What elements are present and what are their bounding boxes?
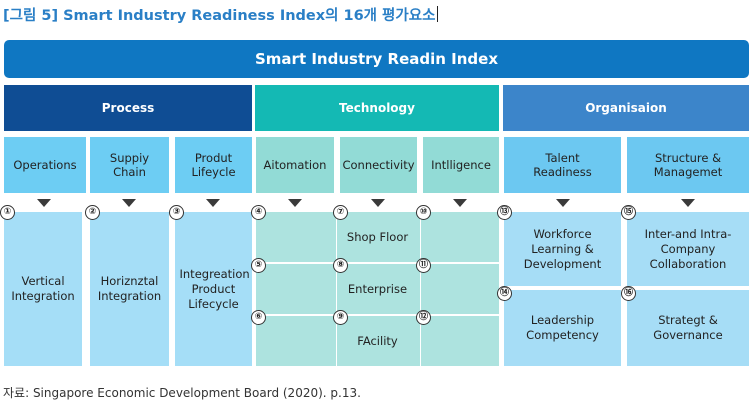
number-marker-9: ⑨	[333, 310, 348, 325]
dimension-horizontal-integration: Horiznztal Integration	[90, 212, 169, 366]
number-marker-15: ⑮	[621, 205, 636, 220]
number-marker-14: ⑭	[497, 286, 512, 301]
number-marker-2: ②	[85, 205, 100, 220]
subcategory-supply-chain: Suppiy Chain	[90, 137, 169, 193]
down-arrow-icon	[681, 199, 695, 207]
category-process: Process	[4, 85, 252, 131]
number-marker-12: ⑫	[416, 310, 431, 325]
number-marker-6: ⑥	[251, 310, 266, 325]
subcategory-product-lifecycle: Produt Lifeycle	[175, 137, 252, 193]
subcategory-connectivity: Connectivity	[340, 137, 417, 193]
dimension-facility: FAcility	[357, 333, 398, 348]
dimension-strategy-governance: Strategt & Governance	[627, 290, 749, 366]
number-marker-5: ⑤	[251, 258, 266, 273]
text-cursor	[437, 6, 439, 22]
index-title-bar: Smart Industry Readin Index	[4, 40, 749, 78]
down-arrow-icon	[556, 199, 570, 207]
figure-caption: [그림 5] Smart Industry Readiness Index의 1…	[3, 4, 439, 25]
technology-dimension-grid	[256, 212, 499, 366]
dimension-inter-intra-company: Inter-and Intra-Company Collaboration	[627, 212, 749, 286]
down-arrow-icon	[453, 199, 467, 207]
dimension-enterprise: Enterprise	[347, 281, 408, 296]
dimension-vertical-integration: Vertical Integration	[4, 212, 82, 366]
dimension-leadership-competency: Leadership Competency	[504, 290, 621, 366]
down-arrow-icon	[206, 199, 220, 207]
category-technology: Technology	[255, 85, 499, 131]
number-marker-3: ③	[169, 205, 184, 220]
source-note: 자료: Singapore Economic Development Board…	[3, 386, 361, 400]
subcategory-intelligence: Intlligence	[423, 137, 499, 193]
down-arrow-icon	[37, 199, 51, 207]
down-arrow-icon	[122, 199, 136, 207]
down-arrow-icon	[288, 199, 302, 207]
down-arrow-icon	[371, 199, 385, 207]
subcategory-operations: Operations	[4, 137, 86, 193]
number-marker-16: ⑯	[621, 286, 636, 301]
dimension-workforce-learning: Workforce Learning & Development	[504, 212, 621, 286]
number-marker-8: ⑧	[333, 258, 348, 273]
number-marker-10: ⑩	[416, 205, 431, 220]
dimension-shop-floor: Shop Floor	[346, 229, 409, 244]
number-marker-7: ⑦	[333, 205, 348, 220]
number-marker-13: ⑬	[497, 205, 512, 220]
subcategory-automation: Aitomation	[256, 137, 334, 193]
dimension-integration-product-lifecycle: Integreation Product Lifecycle	[175, 212, 252, 366]
number-marker-11: ⑪	[416, 258, 431, 273]
subcategory-structure-management: Structure & Managemet	[627, 137, 749, 193]
subcategory-talent-readiness: Talent Readiness	[504, 137, 621, 193]
index-title: Smart Industry Readin Index	[255, 50, 498, 68]
number-marker-1: ①	[0, 205, 15, 220]
number-marker-4: ④	[251, 205, 266, 220]
category-organisation: Organisaion	[503, 85, 749, 131]
